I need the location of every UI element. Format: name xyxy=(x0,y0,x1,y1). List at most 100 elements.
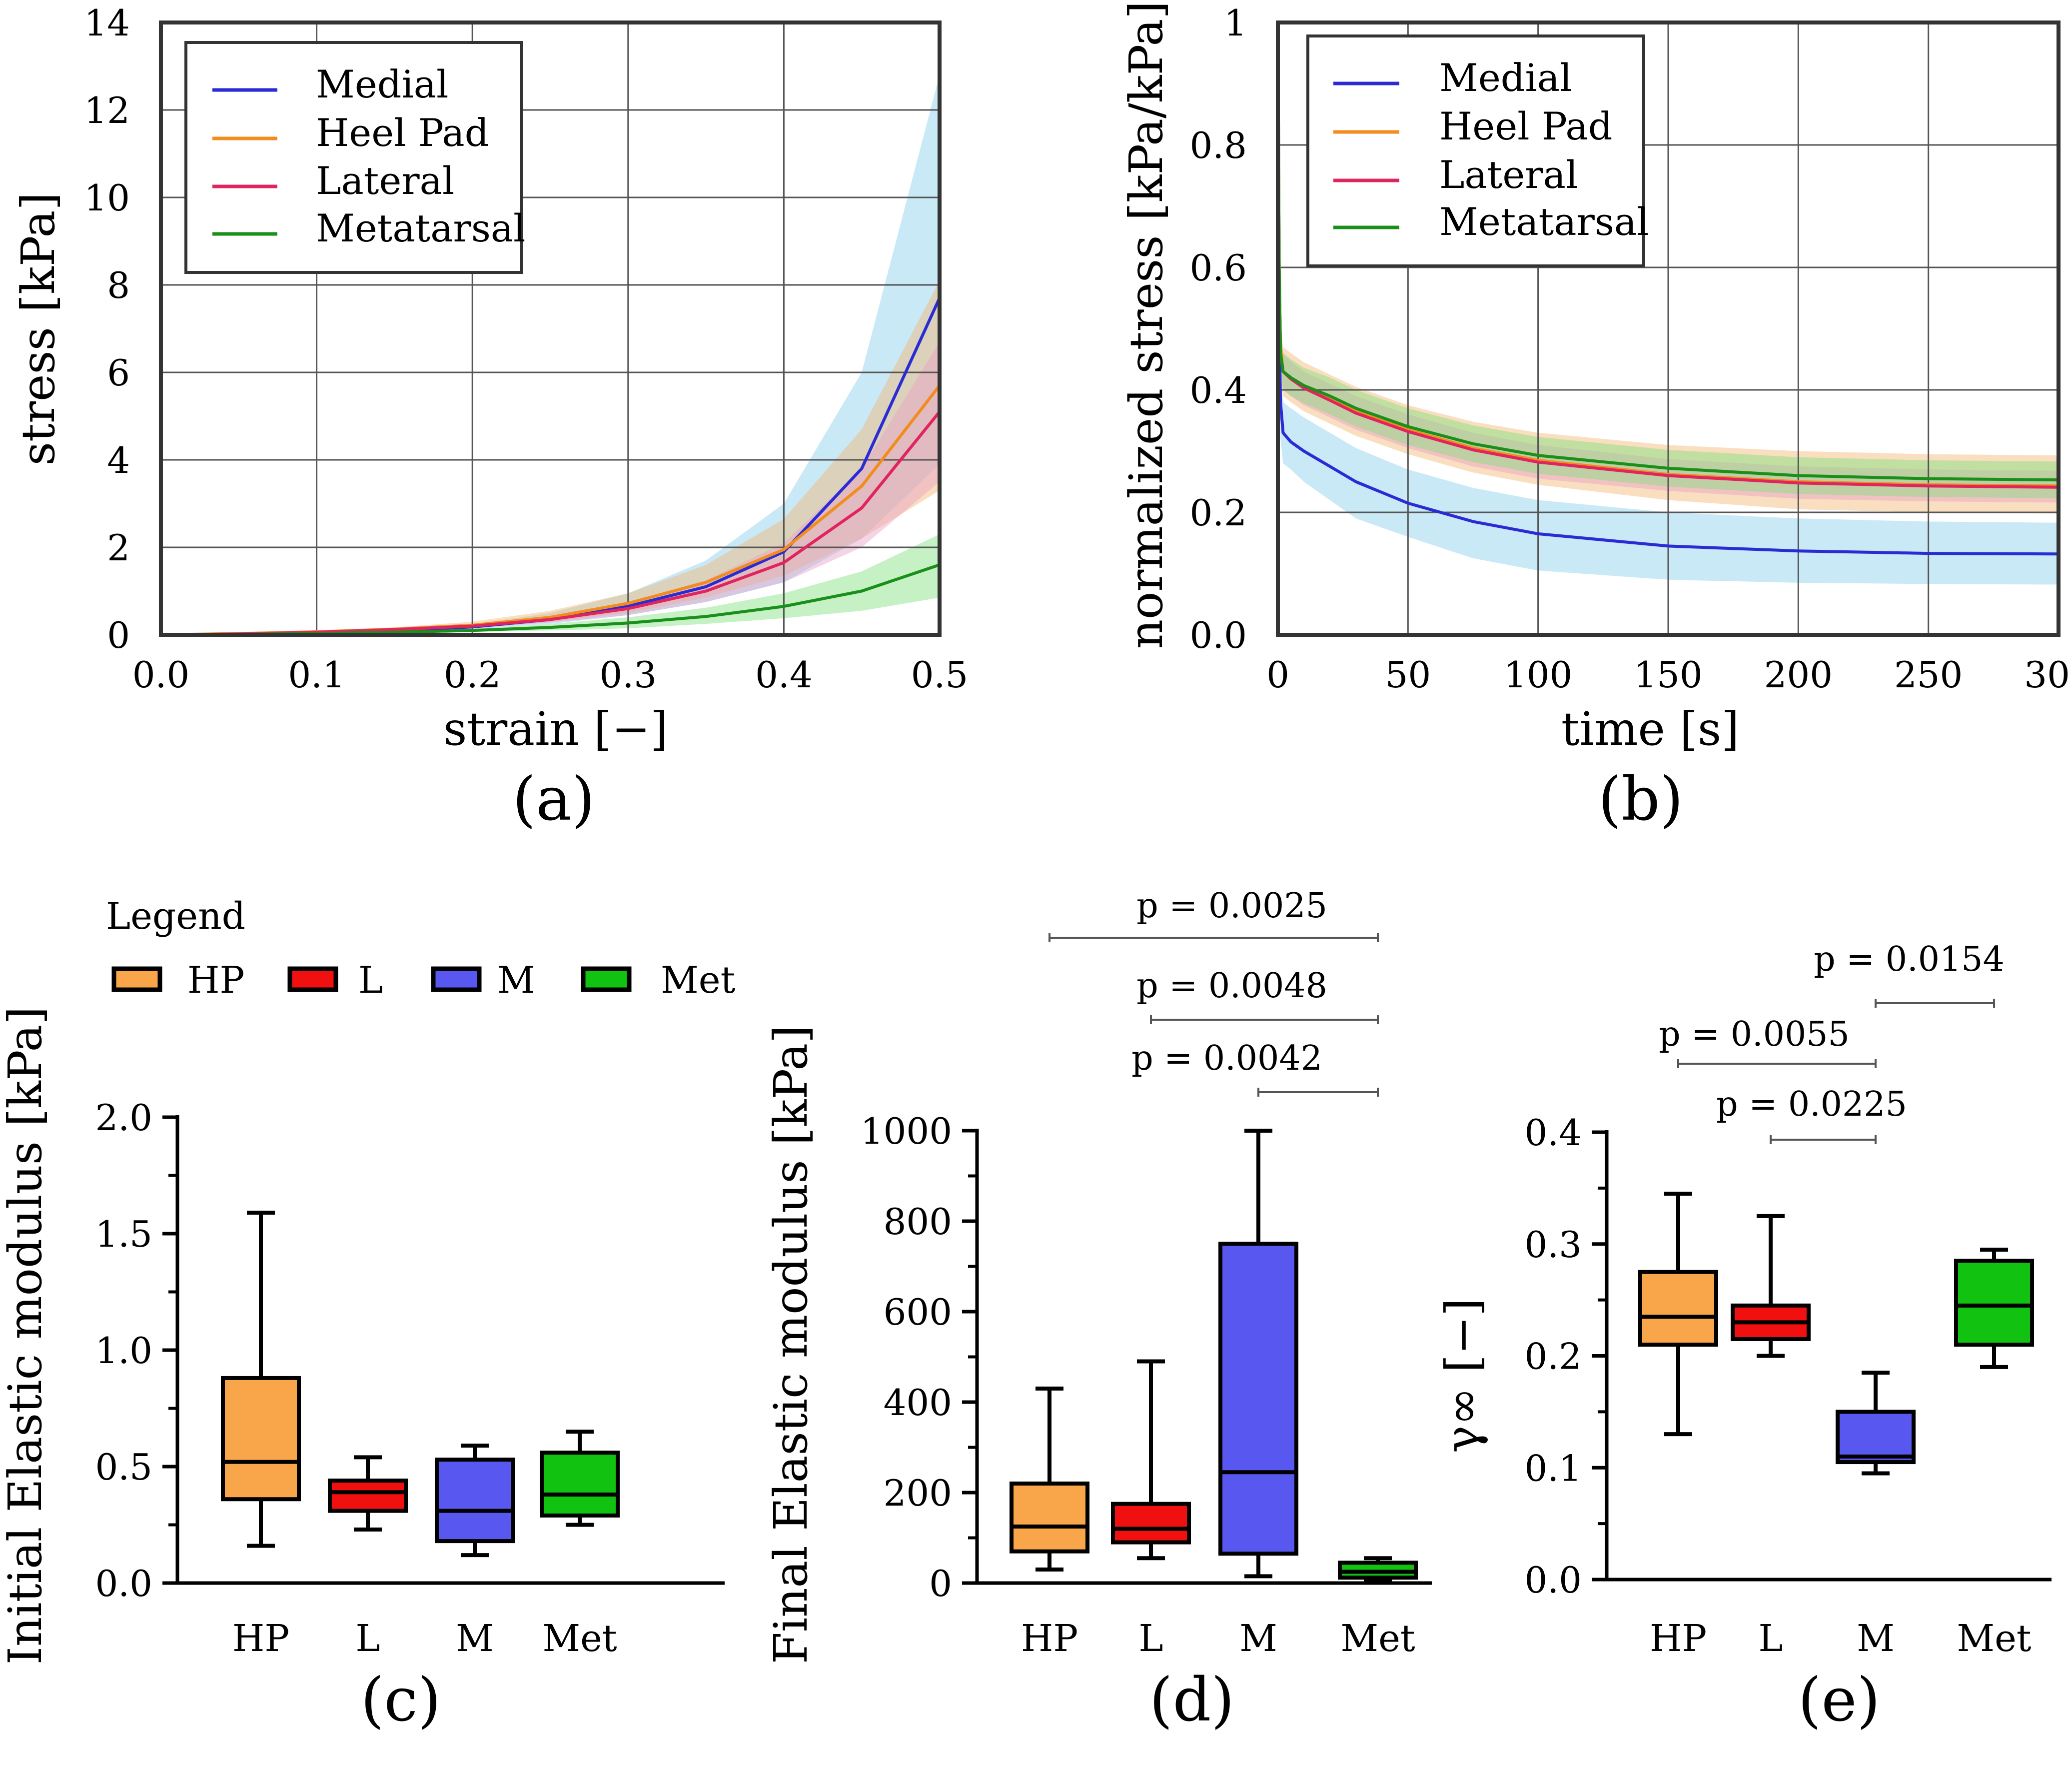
panel-d-significance-label: p = 0.0042 xyxy=(1131,1039,1322,1078)
panel-e-boxes xyxy=(1638,1192,2034,1476)
panel-a-xtick-label: 0.0 xyxy=(132,654,190,696)
panel-e-met-box xyxy=(1954,1259,2034,1347)
panel-a-ytick-label: 2 xyxy=(107,527,130,569)
panel-c-boxes xyxy=(221,1211,620,1558)
panel-c-xtick-label: M xyxy=(456,1617,494,1660)
panel-e-ytick-label: 0.3 xyxy=(1524,1224,1582,1266)
panel-d-ticks: 0 200 400 600 800 1000 HP L M Met xyxy=(861,1110,1432,1660)
panel-e-ytick-label: 0.0 xyxy=(1524,1559,1582,1601)
panel-b-xtick-label: 150 xyxy=(1634,654,1702,696)
panel-b: 0 50 100 150 200 250 300 0.0 0.2 0.4 0.6 0.8 1 time … xyxy=(1119,1,2072,834)
panel-d-ytick-label: 1000 xyxy=(861,1110,952,1152)
panel-d-ytick-label: 400 xyxy=(884,1382,952,1424)
panel-d-l-box xyxy=(1111,1502,1191,1545)
panel-a-xtick-label: 0.1 xyxy=(288,654,345,696)
panel-d-hp-box xyxy=(1010,1481,1089,1554)
panel-d-boxes xyxy=(1010,1129,1418,1583)
panel-e-ytick-label: 0.1 xyxy=(1524,1447,1582,1489)
panel-d-significance-label: p = 0.0025 xyxy=(1136,886,1327,926)
panel-e-significance-label: p = 0.0225 xyxy=(1716,1085,1907,1124)
panel-e-significance: p = 0.0055 p = 0.0225 p = 0.0154 xyxy=(1659,940,2005,1144)
panel-c-l-box xyxy=(328,1478,408,1513)
panel-b-line-medial xyxy=(1276,22,2059,556)
panel-a-ytick-label: 8 xyxy=(107,264,130,306)
panel-d-significance-label: p = 0.0048 xyxy=(1136,966,1327,1006)
panel-b-xlabel: time [s] xyxy=(1561,702,1739,756)
panel-e-hp-box xyxy=(1638,1270,1718,1347)
panel-e-m-box xyxy=(1836,1410,1916,1465)
panel-a-label: (a) xyxy=(512,765,595,834)
panel-c-label: (c) xyxy=(361,1666,441,1735)
panel-b-ytick-label: 0.0 xyxy=(1189,614,1247,656)
panel-a-ytick-label: 10 xyxy=(84,177,130,219)
legend-b-lateral-label: Lateral xyxy=(1439,152,1578,197)
panel-d-ytick-label: 0 xyxy=(929,1563,952,1605)
legend-a-heelpad-label: Heel Pad xyxy=(316,110,489,155)
panel-a-xtick-label: 0.3 xyxy=(600,654,657,696)
panel-b-xtick-label: 300 xyxy=(2024,654,2072,696)
panel-c-xtick-label: Met xyxy=(542,1617,617,1660)
panel-e-xtick-label: M xyxy=(1857,1617,1895,1660)
box-legend: Legend HP L M Met xyxy=(106,895,736,1002)
legend-m-swatch xyxy=(431,966,482,992)
panel-c-ytick-label: 0.5 xyxy=(95,1446,152,1488)
panel-e-ytick-label: 0.2 xyxy=(1524,1336,1582,1378)
panel-c-met-box xyxy=(540,1451,620,1518)
legend-a-medial-label: Medial xyxy=(316,62,448,106)
panel-c-ylabel: Initial Elastic modulus [kPa] xyxy=(0,1007,52,1665)
panel-c-ytick-label: 1.0 xyxy=(95,1330,152,1372)
panel-a: 0.0 0.1 0.2 0.3 0.4 0.5 0 2 4 6 8 10 12 14 strain [−]… xyxy=(11,2,968,834)
panel-c-ytick-label: 1.5 xyxy=(95,1213,152,1255)
panel-e-xtick-label: L xyxy=(1758,1617,1783,1660)
panel-e-significance-label: p = 0.0055 xyxy=(1659,1015,1850,1054)
panel-b-line-metatarsal xyxy=(1276,22,2059,482)
panel-d-ylabel: Final Elastic modulus [kPa] xyxy=(764,1025,818,1664)
legend-l-label: L xyxy=(358,959,383,1002)
panel-b-xtick-label: 250 xyxy=(1894,654,1963,696)
legend-b-heelpad-label: Heel Pad xyxy=(1439,104,1612,148)
legend-a-metatarsal-label: Metatarsal xyxy=(316,206,525,250)
panel-b-xtick-label: 200 xyxy=(1764,654,1833,696)
panel-a-legend: Medial Heel Pad Lateral Metatarsal xyxy=(184,41,525,274)
panel-d-m-box xyxy=(1218,1242,1298,1556)
panel-b-xtick-label: 50 xyxy=(1385,654,1431,696)
panel-c: 0.0 0.5 1.0 1.5 2.0 HP L M Met Initial Elastic m… xyxy=(0,1007,725,1735)
panel-c-ytick-label: 0.0 xyxy=(95,1563,152,1605)
panel-b-label: (b) xyxy=(1598,765,1683,834)
panel-b-ticks: 0 50 100 150 200 250 300 0.0 0.2 0.4 0.6 0.8 1 xyxy=(1189,2,2072,696)
panel-a-ytick-label: 14 xyxy=(84,2,130,44)
panel-e-label: (e) xyxy=(1798,1666,1881,1735)
panel-b-band-heel-pad xyxy=(1278,22,2059,514)
panel-a-ytick-label: 4 xyxy=(107,439,130,481)
legend-a-lateral-label: Lateral xyxy=(316,158,454,203)
panel-e-significance-label: p = 0.0154 xyxy=(1814,940,2005,979)
panel-d-ytick-label: 200 xyxy=(884,1472,952,1514)
panel-b-ytick-label: 1 xyxy=(1224,2,1247,44)
legend-met-swatch xyxy=(581,966,632,992)
panel-a-bands xyxy=(161,75,940,635)
panel-d-xtick-label: L xyxy=(1138,1617,1163,1660)
panel-d-label: (d) xyxy=(1149,1666,1234,1735)
panel-e-ticks: 0.0 0.1 0.2 0.3 0.4 HP L M Met xyxy=(1524,1112,2052,1660)
panel-c-ticks: 0.0 0.5 1.0 1.5 2.0 HP L M Met xyxy=(95,1097,725,1660)
panel-b-ylabel: normalized stress [kPa/kPa] xyxy=(1119,1,1173,649)
panel-a-xtick-label: 0.4 xyxy=(755,654,813,696)
panel-d-ytick-label: 600 xyxy=(884,1291,952,1333)
panel-d-ytick-label: 800 xyxy=(884,1201,952,1243)
panel-a-ytick-label: 0 xyxy=(107,614,130,656)
panel-c-xtick-label: HP xyxy=(232,1617,289,1660)
panel-a-ticks: 0.0 0.1 0.2 0.3 0.4 0.5 0 2 4 6 8 10 12 14 xyxy=(84,2,968,696)
panel-a-xtick-label: 0.5 xyxy=(911,654,969,696)
panel-a-xlabel: strain [−] xyxy=(443,702,668,756)
legend-met-label: Met xyxy=(661,959,736,1002)
legend-l-swatch xyxy=(287,966,338,992)
panel-c-xtick-label: L xyxy=(355,1617,380,1660)
panel-a-plot-frame xyxy=(159,20,942,637)
panel-a-xtick-label: 0.2 xyxy=(444,654,501,696)
panel-e-ylabel: γ∞ [−] xyxy=(1436,1298,1489,1453)
panel-e-xtick-label: Met xyxy=(1957,1617,2032,1660)
panel-d-xtick-label: M xyxy=(1239,1617,1277,1660)
